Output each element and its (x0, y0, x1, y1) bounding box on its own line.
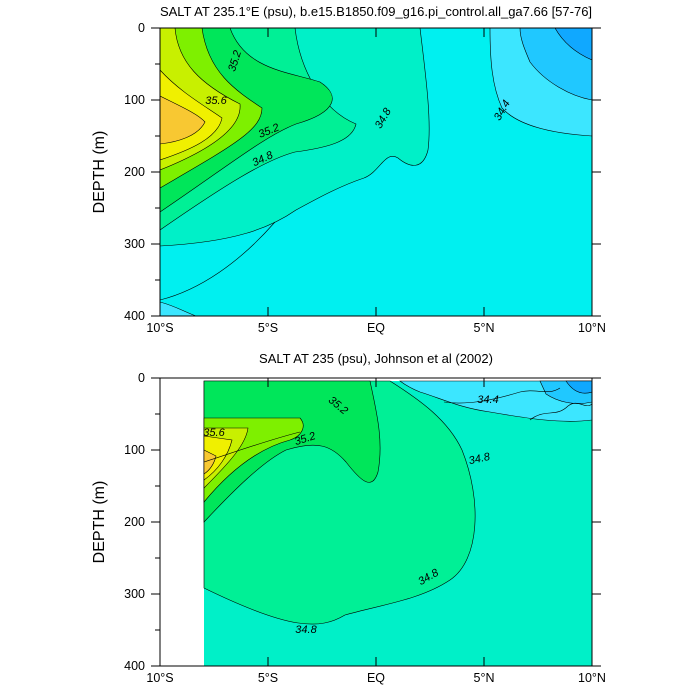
model-y-tick-label: 300 (124, 237, 145, 251)
observation-y-tick-label: 300 (124, 587, 145, 601)
model-x-tick-label: 5°N (474, 321, 495, 335)
model-y-axis: 0 100 200 300 400 DEPTH (m) (91, 21, 601, 323)
observation-y-tick-label: 0 (138, 371, 145, 385)
observation-contour-label: 34.8 (295, 624, 317, 636)
model-contour-label: 35.6 (205, 95, 227, 107)
observation-x-tick-label: 10°N (578, 671, 606, 685)
observation-y-axis-label: DEPTH (m) (91, 481, 108, 564)
observation-x-axis: 10°S 5°S EQ 5°N 10°N (146, 378, 606, 685)
observation-x-tick-label: 10°S (146, 671, 173, 685)
model-y-tick-label: 400 (124, 309, 145, 323)
observation-panel: SALT AT 235 (psu), Johnson et al (2002) (91, 351, 606, 685)
model-y-tick-label: 0 (138, 21, 145, 35)
observation-contour-fill (160, 378, 592, 666)
model-x-tick-label: 10°S (146, 321, 173, 335)
model-y-tick-label: 100 (124, 93, 145, 107)
observation-y-tick-label: 400 (124, 659, 145, 673)
observation-panel-title: SALT AT 235 (psu), Johnson et al (2002) (259, 351, 493, 366)
model-x-axis: 10°S 5°S EQ 5°N 10°N (146, 28, 606, 335)
observation-y-tick-label: 100 (124, 443, 145, 457)
model-x-tick-label: 5°S (258, 321, 278, 335)
model-panel: SALT AT 235.1°E (psu), b.e15.B1850.f09_g… (91, 4, 606, 335)
observation-x-tick-label: EQ (367, 671, 385, 685)
model-y-axis-label: DEPTH (m) (91, 131, 108, 214)
observation-contour-label: 35.6 (203, 427, 225, 439)
model-y-tick-label: 200 (124, 165, 145, 179)
observation-contour-label: 34.8 (468, 451, 492, 467)
observation-x-tick-label: 5°S (258, 671, 278, 685)
observation-y-axis: 0 100 200 300 400 DEPTH (m) (91, 371, 601, 673)
observation-contour-label: 34.4 (477, 394, 498, 406)
model-panel-title: SALT AT 235.1°E (psu), b.e15.B1850.f09_g… (160, 4, 592, 19)
model-x-tick-label: 10°N (578, 321, 606, 335)
observation-x-tick-label: 5°N (474, 671, 495, 685)
model-contour-fill (160, 28, 592, 316)
model-x-tick-label: EQ (367, 321, 385, 335)
observation-y-tick-label: 200 (124, 515, 145, 529)
